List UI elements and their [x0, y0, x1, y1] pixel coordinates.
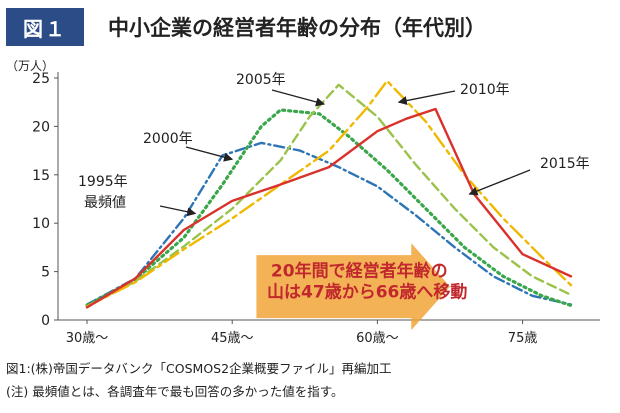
source-note: 図1:(株)帝国データバンク「COSMOS2企業概要ファイル」再編加工	[6, 361, 392, 376]
series-line-2000	[85, 108, 573, 308]
figure-title: 中小企業の経営者年齢の分布（年代別）	[108, 16, 486, 40]
y-tick-label: 20	[32, 119, 50, 135]
x-tick-label: 60歳～	[356, 331, 399, 346]
series-line-2005	[85, 83, 573, 308]
callout-text-line2: 山は47歳から66歳へ移動	[267, 282, 467, 303]
arrow-2010	[397, 90, 456, 106]
series-label-2005: 2005年	[236, 72, 286, 88]
series-line-1995	[85, 141, 573, 306]
y-axis-label: （万人）	[6, 59, 54, 73]
arrow-2000	[185, 146, 234, 162]
series-label-2000: 2000年	[143, 131, 193, 147]
series-label-2015: 2015年	[540, 156, 590, 172]
series-line-2010	[85, 79, 573, 308]
figure-badge: 図１	[6, 8, 84, 46]
y-tick-label: 10	[32, 216, 50, 232]
series-line-2015	[85, 107, 573, 309]
y-tick-label: 25	[32, 71, 50, 87]
y-tick-label: 5	[41, 265, 50, 281]
series-label-1995: 1995年	[78, 174, 128, 190]
x-tick-label: 45歳～	[211, 331, 254, 346]
arrow-2005	[271, 89, 326, 107]
x-tick-label: 75歳	[508, 331, 538, 346]
y-tick-label: 0	[41, 313, 50, 329]
series-label-2010: 2010年	[460, 82, 510, 98]
mode-label: 最頻値	[84, 195, 126, 211]
footnote: (注) 最頻値とは、各調査年で最も回答の多かった値を指す。	[6, 384, 344, 399]
callout-arrow	[256, 243, 450, 331]
arrow-2015	[468, 169, 531, 196]
y-tick-label: 15	[32, 168, 50, 184]
arrow-1995	[159, 205, 197, 217]
x-tick-label: 30歳～	[66, 331, 109, 346]
callout-text-line1: 20年間で経営者年齢の	[271, 260, 448, 281]
